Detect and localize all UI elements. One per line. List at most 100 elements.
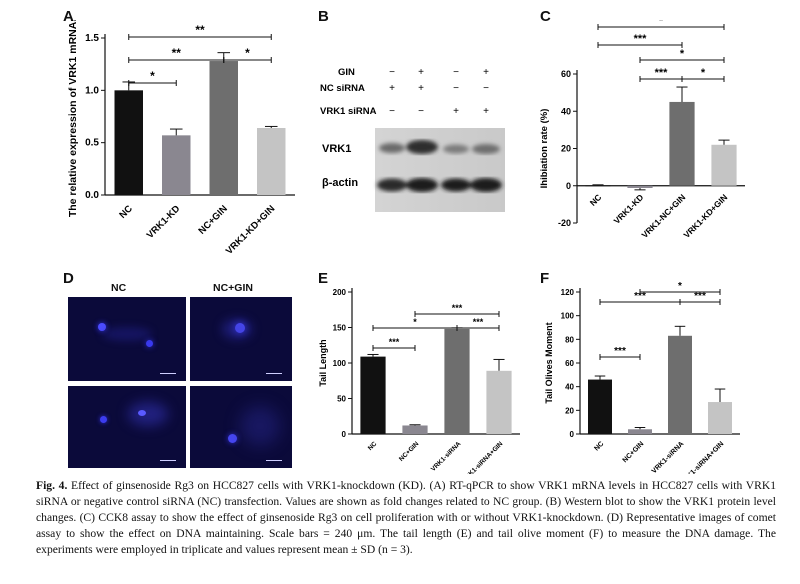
vrk1-band-lane-4 (472, 144, 500, 154)
vrk1-band-lane-1 (379, 143, 405, 153)
sign: − (418, 106, 424, 117)
comet-image-nc-1 (68, 297, 186, 381)
significance-marker: ** (195, 23, 205, 37)
y-tick-label: -20 (558, 218, 571, 228)
comet-label-nc-gin: NC+GIN (213, 282, 253, 294)
y-tick-label: 20 (561, 144, 571, 154)
significance-marker: * (678, 282, 682, 292)
actin-band-lane-1 (377, 178, 407, 192)
chart-panel-f: 120 100 80 60 40 20 0 Tail Olives Moment NC NC+GI… (544, 282, 740, 474)
panel-label-d: D (63, 270, 74, 287)
x-tick-label: NC (588, 192, 604, 208)
bar (585, 185, 611, 187)
vrk1-band-lane-3 (443, 144, 469, 154)
significance-marker: * (659, 20, 664, 27)
band-label-vrk1: VRK1 (322, 143, 351, 155)
y-tick-label: 80 (565, 335, 574, 344)
bar (588, 379, 612, 434)
comet-image-nc-gin-2 (190, 386, 292, 468)
comet-image-nc-2 (68, 386, 186, 468)
chart-panel-e: 200 150 100 50 0 Tail Length NC NC+GIN VRK1-siRN… (318, 288, 520, 474)
bar (486, 370, 512, 434)
significance-marker: * (150, 69, 155, 83)
bar (209, 61, 238, 195)
western-blot-panel: GIN NC siRNA VRK1 siRNA − + − + + + − − … (320, 34, 510, 218)
significance-marker: *** (473, 317, 484, 327)
significance-marker: *** (634, 33, 648, 45)
x-tick-label: VRK1-siRNA (651, 440, 686, 474)
y-axis-label: The relative expression of VRK1 mRNAs (67, 20, 79, 217)
bar (668, 335, 692, 434)
x-tick-label: VRK1-siRNA (430, 440, 463, 473)
x-tick-label: VRK1-siRNA+GIN (679, 440, 725, 474)
y-axis-label: Ihibiation rate (%) (539, 109, 550, 189)
bar (114, 90, 143, 195)
x-tick-label: NC+GIN (197, 203, 230, 236)
blot-membrane (375, 128, 505, 212)
significance-marker: * (245, 46, 250, 60)
vrk1-band-lane-2 (406, 140, 438, 154)
bar (402, 425, 428, 434)
y-tick-label: 1.5 (85, 33, 99, 44)
sign: + (483, 67, 489, 78)
significance-marker: *** (614, 346, 626, 357)
chart-panel-a: 0.0 0.5 1.0 1.5 The relative expression of V… (67, 20, 295, 257)
band-label-beta-actin: β-actin (322, 177, 358, 189)
sign: + (453, 106, 459, 117)
y-tick-label: 0 (566, 181, 571, 191)
sign: + (418, 67, 424, 78)
x-tick-label: NC (367, 440, 379, 452)
y-tick-label: 40 (565, 383, 574, 392)
significance-marker: *** (634, 291, 646, 302)
panel-label-a: A (63, 8, 74, 25)
significance-marker: *** (694, 291, 706, 302)
actin-band-lane-4 (470, 178, 502, 192)
sign: − (389, 67, 395, 78)
x-tick-label: VRK1-siRNA+GIN (461, 440, 505, 474)
comet-label-nc: NC (111, 282, 127, 294)
y-tick-label: 20 (565, 406, 574, 415)
caption-text: Effect of ginsenoside Rg3 on HCC827 cell… (36, 479, 776, 556)
x-tick-label: VRK1-KD (612, 192, 646, 226)
x-tick-label: NC (117, 203, 135, 221)
y-tick-label: 0 (342, 430, 347, 439)
panel-label-c: C (540, 8, 551, 25)
sign: − (453, 83, 459, 94)
chart-panel-c: 60 40 20 0 -20 Ihibiation rate (%) NC VRK1-KD VR… (539, 20, 745, 240)
sign: + (418, 83, 424, 94)
sign: + (483, 106, 489, 117)
actin-bands (377, 178, 502, 192)
y-tick-label: 60 (565, 359, 574, 368)
sign: − (483, 83, 489, 94)
panel-label-e: E (318, 270, 329, 287)
significance-marker: *** (389, 337, 400, 347)
bar (360, 356, 386, 434)
y-tick-label: 50 (337, 395, 346, 404)
panel-label-f: F (540, 270, 550, 287)
significance-marker: *** (452, 303, 463, 313)
y-tick-label: 150 (333, 324, 347, 333)
bar (162, 135, 191, 195)
significance-marker: * (680, 48, 685, 60)
y-tick-label: 100 (561, 312, 575, 321)
significance-marker: * (413, 317, 417, 327)
bar (628, 429, 652, 434)
bar (669, 101, 695, 186)
sign: + (389, 83, 395, 94)
bar (711, 144, 737, 186)
significance-marker: ** (172, 46, 182, 60)
x-tick-label: VRK1-KD+GIN (681, 192, 729, 240)
figure-caption: Fig. 4. Effect of ginsenoside Rg3 on HCC… (36, 478, 776, 558)
significance-marker: * (701, 67, 706, 79)
bar (708, 402, 732, 434)
x-tick-label: NC+GIN (398, 440, 421, 463)
x-tick-label: NC+GIN (622, 440, 646, 464)
y-axis-label: Tail Length (318, 339, 328, 386)
y-tick-label: 60 (561, 69, 571, 79)
y-tick-label: 100 (333, 359, 347, 368)
row-label-nc-sirna: NC siRNA (320, 83, 365, 94)
x-tick-label: VRK1-KD+GIN (224, 203, 278, 257)
y-tick-label: 0.0 (85, 190, 99, 201)
row-label-vrk1-sirna: VRK1 siRNA (320, 106, 377, 117)
bar (257, 128, 286, 195)
